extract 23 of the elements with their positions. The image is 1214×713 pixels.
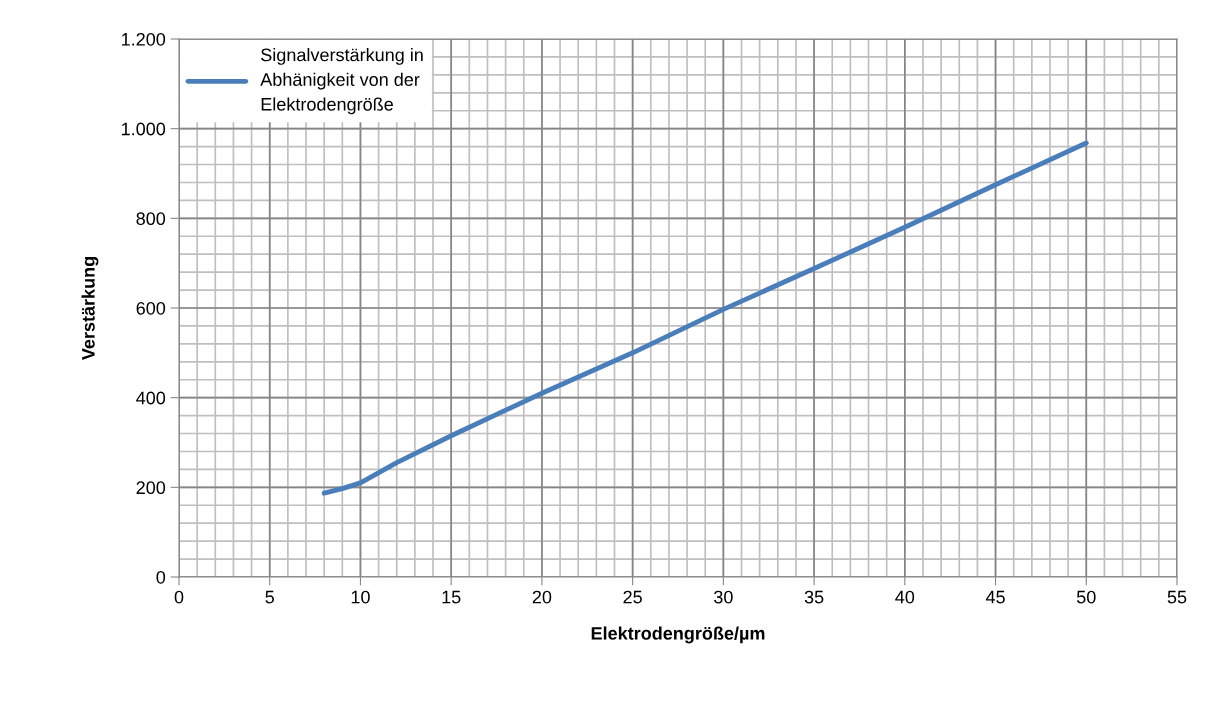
- y-axis-title: Verstärkung: [81, 257, 99, 361]
- legend-label: Signalverstärkung in Abhänigkeit von der Elektrodengröße: [260, 48, 423, 115]
- x-tick-label: 35: [804, 590, 824, 604]
- y-tick-label: 800: [136, 212, 166, 226]
- x-axis-title: Elektrodengröße/µm: [591, 626, 765, 644]
- x-tick-label: 50: [1076, 590, 1096, 604]
- y-tick-label: 0: [156, 570, 166, 584]
- x-tick-label: 55: [1167, 590, 1187, 604]
- x-tick-label: 30: [714, 590, 733, 604]
- x-tick-label: 40: [895, 590, 915, 604]
- x-tick-label: 45: [985, 590, 1005, 604]
- y-tick-label: 200: [136, 481, 166, 495]
- x-tick-label: 15: [442, 590, 461, 604]
- x-tick-label: 5: [265, 590, 274, 604]
- y-tick-label: 1.000: [122, 122, 166, 136]
- y-tick-label: 400: [136, 391, 166, 405]
- y-tick-label: 600: [136, 301, 166, 315]
- x-tick-label: 20: [532, 590, 552, 604]
- x-tick-label: 0: [174, 590, 184, 604]
- x-tick-label: 25: [623, 590, 642, 604]
- line-series: [321, 140, 1089, 496]
- y-tick-label: 1.200: [122, 32, 166, 46]
- x-tick-label: 10: [351, 590, 370, 604]
